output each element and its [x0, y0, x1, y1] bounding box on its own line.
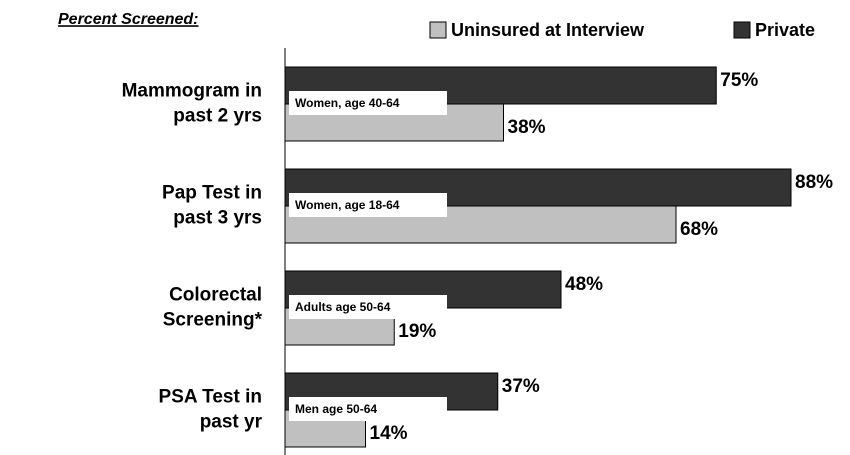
- value-label: 75%: [720, 70, 758, 91]
- category-label: Colorectal Screening*: [163, 285, 263, 331]
- annotation: Women, age 40-64: [295, 96, 400, 110]
- legend-swatch: [429, 21, 447, 39]
- annotation-box: [289, 91, 447, 115]
- category-label: Pap Test in past 3 yrs: [162, 183, 262, 229]
- value-label: 38%: [508, 117, 546, 138]
- legend-swatch: [733, 21, 751, 39]
- annotation: Adults age 50-64: [295, 300, 391, 314]
- legend-label: Uninsured at Interview: [451, 20, 645, 40]
- value-label: 68%: [680, 219, 718, 240]
- category-label: Mammogram in past 2 yrs: [122, 81, 262, 127]
- value-label: 88%: [795, 172, 833, 193]
- annotation: Women, age 18-64: [295, 198, 400, 212]
- annotation-box: [289, 397, 447, 421]
- value-label: 14%: [370, 423, 408, 444]
- chart-title: Percent Screened:: [58, 11, 199, 28]
- value-label: 48%: [565, 274, 603, 295]
- value-label: 37%: [502, 376, 540, 397]
- value-label: 19%: [398, 321, 436, 342]
- annotation-box: [289, 193, 447, 217]
- category-label: PSA Test in past yr: [159, 387, 263, 433]
- annotation-box: [289, 295, 447, 319]
- legend-label: Private: [755, 20, 815, 40]
- bar: [284, 205, 677, 244]
- annotation: Men age 50-64: [295, 402, 377, 416]
